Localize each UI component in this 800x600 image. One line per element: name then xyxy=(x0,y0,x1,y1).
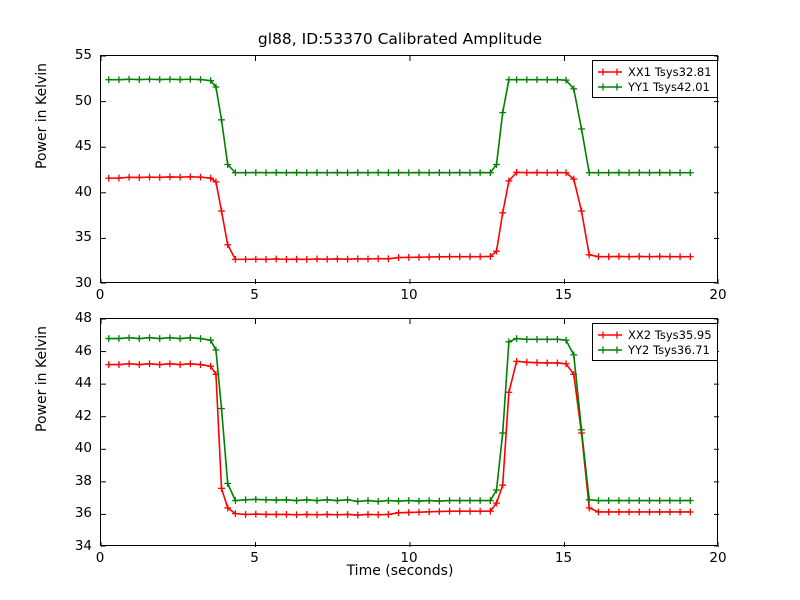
x-tick-label: 10 xyxy=(400,287,417,303)
series-line xyxy=(109,338,691,502)
y-tick-label: 35 xyxy=(48,229,92,245)
figure-canvas: gl88, ID:53370 Calibrated Amplitude 30 35… xyxy=(0,0,800,600)
legend-sample-line xyxy=(597,66,623,78)
x-tick-label: 5 xyxy=(250,287,259,303)
x-axis-label-bottom: Time (seconds) xyxy=(0,563,800,579)
x-tick-label: 0 xyxy=(96,287,105,303)
y-tick-label: 46 xyxy=(48,343,92,359)
legend-bottom: XX2 Tsys35.95YY2 Tsys36.71 xyxy=(592,323,718,361)
legend-sample-line xyxy=(597,344,623,356)
series-line xyxy=(109,361,691,515)
legend-label: XX1 Tsys32.81 xyxy=(628,65,712,79)
series-markers xyxy=(105,358,693,519)
legend-item: YY1 Tsys42.01 xyxy=(597,79,712,94)
legend-top: XX1 Tsys32.81YY1 Tsys42.01 xyxy=(592,60,718,98)
legend-item: XX1 Tsys32.81 xyxy=(597,64,712,79)
y-axis-label-top: Power in Kelvin xyxy=(34,63,50,169)
y-tick-label: 45 xyxy=(48,138,92,154)
y-tick-label: 30 xyxy=(48,275,92,291)
x-tick-label: 15 xyxy=(555,287,572,303)
y-tick-label: 55 xyxy=(48,47,92,63)
y-tick-label: 40 xyxy=(48,440,92,456)
legend-sample-line xyxy=(597,81,623,93)
y-tick-label: 36 xyxy=(48,505,92,521)
y-tick-label: 50 xyxy=(48,93,92,109)
legend-item: YY2 Tsys36.71 xyxy=(597,342,712,357)
legend-label: XX2 Tsys35.95 xyxy=(628,328,712,342)
legend-label: YY1 Tsys42.01 xyxy=(628,80,710,94)
series-line xyxy=(109,172,691,259)
y-axis-label-bottom: Power in Kelvin xyxy=(34,326,50,432)
x-tick-label: 20 xyxy=(709,287,726,303)
page-title: gl88, ID:53370 Calibrated Amplitude xyxy=(0,30,800,48)
y-tick-label: 44 xyxy=(48,375,92,391)
legend-sample-line xyxy=(597,329,623,341)
legend-label: YY2 Tsys36.71 xyxy=(628,343,710,357)
legend-item: XX2 Tsys35.95 xyxy=(597,327,712,342)
series-markers xyxy=(105,169,693,263)
y-tick-label: 40 xyxy=(48,184,92,200)
y-tick-label: 48 xyxy=(48,310,92,326)
y-tick-label: 38 xyxy=(48,473,92,489)
y-tick-label: 42 xyxy=(48,408,92,424)
y-tick-label: 34 xyxy=(48,538,92,554)
